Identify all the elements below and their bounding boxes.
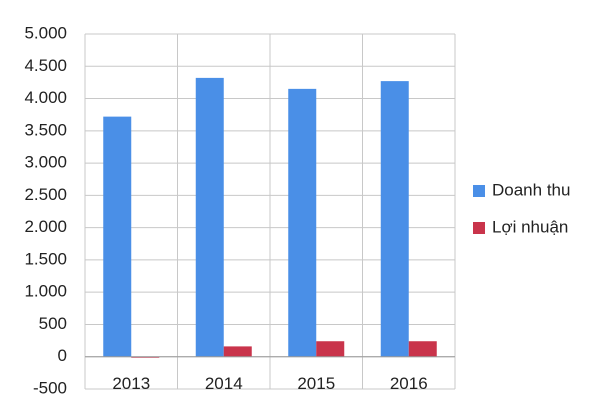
bar	[103, 116, 132, 357]
bar	[408, 341, 437, 357]
y-tick-label: 4.500	[24, 56, 67, 75]
y-tick-label: -500	[33, 378, 67, 397]
y-tick-label: 3.000	[24, 153, 67, 172]
y-tick-label: 4.000	[24, 88, 67, 107]
x-tick-label: 2015	[297, 374, 335, 393]
x-tick-label: 2013	[112, 374, 150, 393]
legend-label: Lợi nhuận	[492, 217, 568, 236]
y-tick-label: 0	[58, 346, 67, 365]
bar	[195, 77, 224, 357]
y-tick-label: 5.000	[24, 23, 67, 42]
bar	[288, 88, 317, 357]
y-tick-label: 2.500	[24, 185, 67, 204]
y-tick-label: 2.000	[24, 217, 67, 236]
bar	[223, 346, 252, 357]
x-tick-label: 2014	[205, 374, 243, 393]
bar	[316, 341, 345, 357]
legend-swatch	[473, 222, 485, 234]
y-tick-label: 1.000	[24, 282, 67, 301]
y-tick-label: 1.500	[24, 249, 67, 268]
y-tick-label: 3.500	[24, 120, 67, 139]
legend-swatch	[473, 185, 485, 197]
y-tick-label: 500	[39, 314, 67, 333]
bar	[380, 81, 409, 357]
legend-label: Doanh thu	[492, 180, 570, 199]
x-tick-label: 2016	[390, 374, 428, 393]
